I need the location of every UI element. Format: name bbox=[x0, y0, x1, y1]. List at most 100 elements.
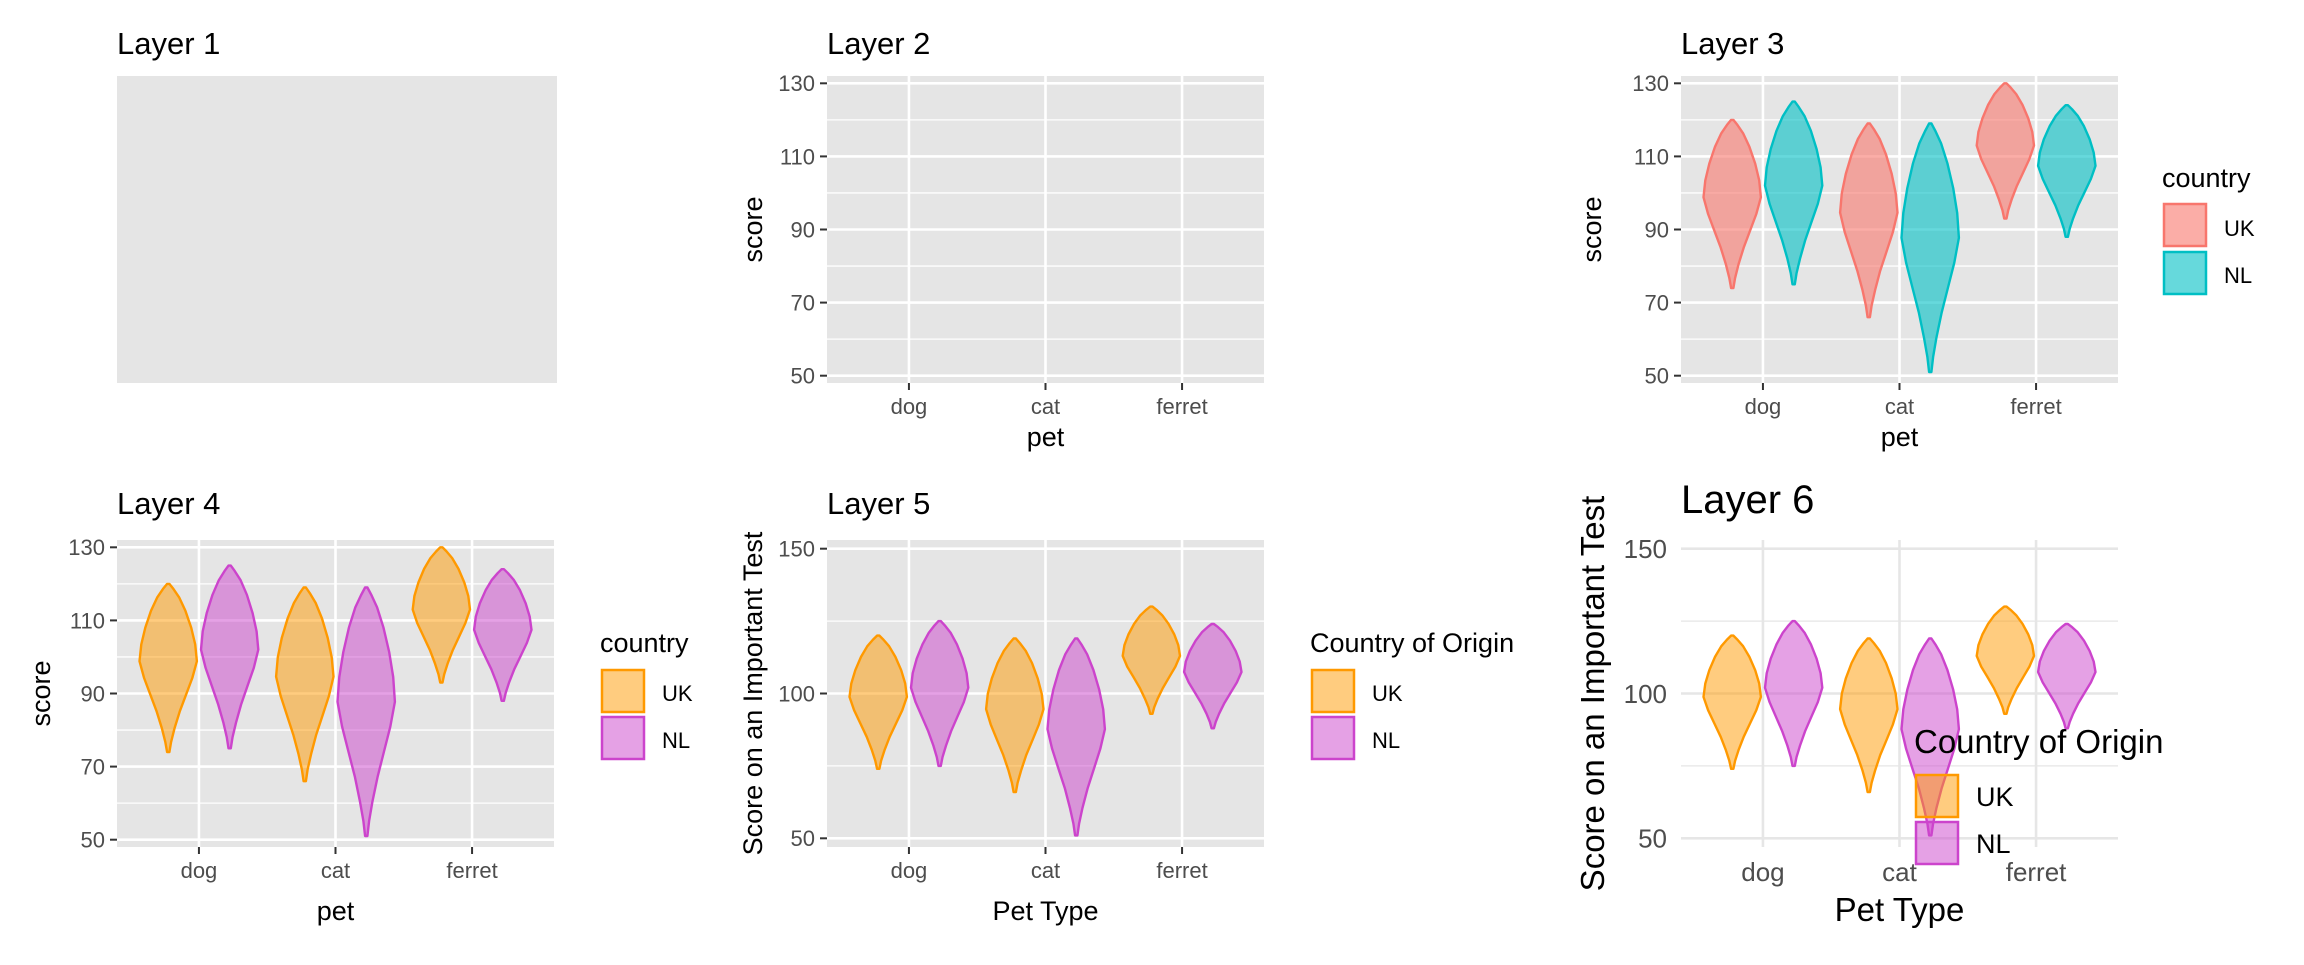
x-tick-label: ferret bbox=[1156, 394, 1207, 419]
x-tick-label: cat bbox=[321, 858, 350, 883]
y-tick-label: 90 bbox=[1645, 217, 1669, 242]
panel-layer-5: Layer 5 50 100 150 dog cat ferret Pet Type Sc… bbox=[738, 486, 1514, 926]
axis-ticks: 50 70 90 110 130 dog cat ferret bbox=[1632, 71, 2061, 419]
y-axis-label: score bbox=[738, 196, 768, 262]
y-tick-label: 130 bbox=[68, 535, 105, 560]
x-tick-label: dog bbox=[1741, 857, 1784, 887]
y-axis-label: Score on an Important Test bbox=[1574, 496, 1611, 892]
x-tick-label: dog bbox=[891, 394, 928, 419]
plot-area bbox=[117, 76, 557, 383]
y-tick-label: 110 bbox=[1634, 144, 1669, 169]
legend-key-uk bbox=[2162, 202, 2208, 248]
gridlines bbox=[827, 540, 1264, 847]
y-tick-label: 110 bbox=[780, 144, 815, 169]
violins bbox=[848, 605, 1243, 837]
panel-title: Layer 1 bbox=[117, 26, 220, 61]
panel-title: Layer 4 bbox=[117, 486, 220, 521]
violins bbox=[138, 546, 533, 838]
violin-nl-cat bbox=[1046, 637, 1107, 837]
violin-nl-ferret bbox=[2036, 104, 2097, 238]
violin-uk-ferret bbox=[1975, 605, 2036, 715]
axis-ticks: 50 70 90 110 130 dog cat ferret bbox=[68, 535, 497, 883]
legend-key-nl bbox=[2162, 250, 2208, 296]
violin-uk-dog bbox=[848, 634, 909, 770]
violin-uk-cat bbox=[274, 586, 335, 783]
y-axis-label: score bbox=[26, 660, 56, 726]
y-tick-label: 130 bbox=[1632, 71, 1669, 96]
x-axis-label: pet bbox=[1881, 422, 1919, 452]
legend-label-uk: UK bbox=[1976, 782, 2014, 812]
legend-key-nl bbox=[600, 715, 646, 761]
legend-key-nl bbox=[1310, 715, 1356, 761]
violin-nl-dog bbox=[1763, 619, 1824, 768]
y-tick-label: 90 bbox=[81, 681, 105, 706]
legend-label-nl: NL bbox=[1372, 728, 1400, 753]
legend: country UK NL bbox=[600, 628, 693, 761]
panel-layer-4: Layer 4 50 70 90 110 130 dog cat ferret pet sco… bbox=[26, 486, 693, 926]
violin-uk-dog bbox=[138, 582, 199, 754]
y-tick-label: 70 bbox=[81, 755, 105, 780]
legend-title: Country of Origin bbox=[1310, 628, 1514, 658]
panel-layer-6: Layer 6 50 100 150 dog cat ferret Pet Type Sc… bbox=[1574, 478, 2163, 928]
violins bbox=[1702, 82, 2097, 374]
panel-layer-2: Layer 2 50 70 90 110 130 dog cat ferret pet sco… bbox=[738, 26, 1264, 452]
y-tick-label: 150 bbox=[778, 537, 815, 562]
x-tick-label: dog bbox=[891, 858, 928, 883]
x-tick-label: cat bbox=[1031, 394, 1060, 419]
legend-label-uk: UK bbox=[1372, 681, 1403, 706]
legend: country UK NL bbox=[2162, 163, 2255, 296]
y-tick-label: 100 bbox=[1624, 679, 1667, 709]
x-tick-label: dog bbox=[1745, 394, 1782, 419]
gridlines bbox=[117, 540, 554, 847]
legend-key-uk bbox=[1914, 773, 1960, 819]
axis-ticks: 50 100 150 dog cat ferret bbox=[1624, 534, 2068, 887]
axis-ticks: 50 100 150 dog cat ferret bbox=[778, 537, 1207, 883]
x-axis-label: Pet Type bbox=[992, 896, 1098, 926]
violin-uk-dog bbox=[1702, 634, 1763, 770]
legend-label-nl: NL bbox=[1976, 829, 2011, 859]
y-tick-label: 70 bbox=[1645, 291, 1669, 316]
violin-nl-dog bbox=[199, 564, 260, 750]
legend-key-uk bbox=[1310, 668, 1356, 714]
panel-layer-3: Layer 3 50 70 90 110 130 dog cat ferret pet sco… bbox=[1577, 26, 2255, 452]
violin-nl-ferret bbox=[472, 568, 533, 702]
legend-title: country bbox=[600, 628, 689, 658]
violin-nl-dog bbox=[909, 619, 970, 768]
y-axis-label: Score on an Important Test bbox=[738, 531, 768, 855]
x-tick-label: ferret bbox=[2010, 394, 2061, 419]
y-tick-label: 110 bbox=[70, 608, 105, 633]
violins bbox=[1702, 605, 2097, 837]
panel-layer-1: Layer 1 bbox=[117, 26, 557, 383]
y-tick-label: 100 bbox=[778, 681, 815, 706]
x-tick-label: ferret bbox=[446, 858, 497, 883]
legend-label-uk: UK bbox=[2224, 216, 2255, 241]
axis-ticks: 50 70 90 110 130 dog cat ferret bbox=[778, 71, 1207, 419]
y-tick-label: 50 bbox=[1645, 364, 1669, 389]
legend-title: country bbox=[2162, 163, 2251, 193]
y-tick-label: 70 bbox=[791, 291, 815, 316]
violin-nl-ferret bbox=[1182, 622, 1243, 730]
legend-key-uk bbox=[600, 668, 646, 714]
violin-uk-cat bbox=[1838, 122, 1899, 319]
legend: Country of Origin UK NL bbox=[1310, 628, 1514, 761]
y-tick-label: 50 bbox=[791, 364, 815, 389]
x-tick-label: cat bbox=[1031, 858, 1060, 883]
gridlines bbox=[827, 76, 1264, 383]
y-tick-label: 90 bbox=[791, 217, 815, 242]
violin-uk-ferret bbox=[411, 546, 472, 684]
violin-nl-cat bbox=[1900, 122, 1961, 374]
x-tick-label: dog bbox=[181, 858, 218, 883]
panel-title: Layer 2 bbox=[827, 26, 930, 61]
gridlines bbox=[1681, 76, 2118, 383]
legend-label-nl: NL bbox=[2224, 263, 2252, 288]
violin-uk-cat bbox=[984, 637, 1045, 794]
y-tick-label: 50 bbox=[81, 828, 105, 853]
x-tick-label: cat bbox=[1882, 857, 1917, 887]
legend-label-uk: UK bbox=[662, 681, 693, 706]
y-axis-label: score bbox=[1577, 196, 1607, 262]
legend-title: Country of Origin bbox=[1914, 723, 2163, 760]
violin-uk-cat bbox=[1838, 637, 1899, 794]
y-tick-label: 50 bbox=[791, 826, 815, 851]
